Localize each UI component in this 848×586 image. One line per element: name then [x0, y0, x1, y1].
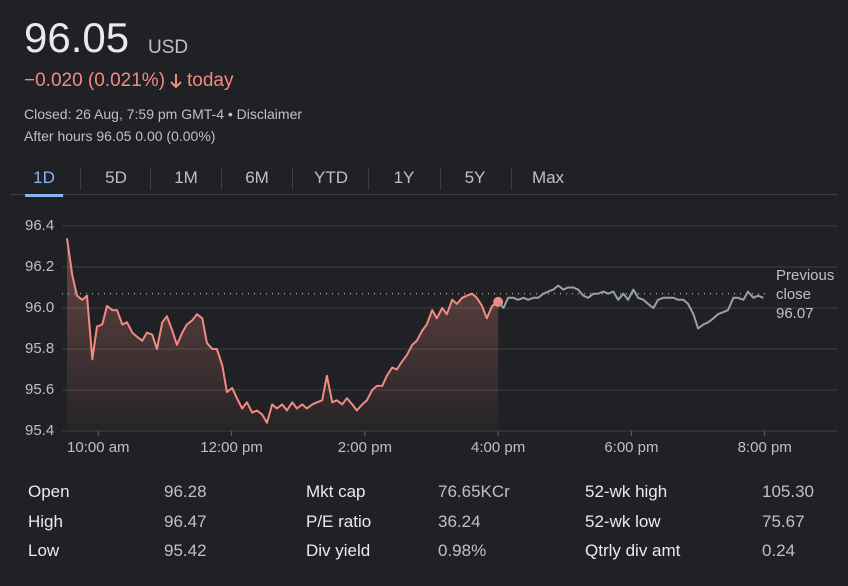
stat-value: 0.24 — [762, 541, 796, 560]
stat-value: 0.98% — [438, 541, 487, 560]
stat-label: 52-wk high — [585, 482, 668, 501]
stat-label: Mkt cap — [306, 482, 366, 501]
tab-separator — [80, 168, 81, 190]
chart: 96.4 96.2 96.0 95.8 95.6 95.4 10:00 am 12:00 pm… — [25, 217, 838, 456]
change-suffix: today — [187, 70, 234, 91]
x-tick-label: 12:00 pm — [200, 439, 263, 456]
currency: USD — [148, 37, 189, 58]
change: −0.020 (0.021%) — [24, 70, 166, 91]
stat-label: Qtrly div amt — [585, 541, 681, 560]
stat-value: 76.65KCr — [438, 482, 510, 501]
line — [497, 284, 764, 330]
y-tick-label: 95.4 — [25, 422, 54, 439]
range-tab[interactable]: Max — [531, 168, 565, 187]
range-tab[interactable]: YTD — [314, 168, 348, 187]
stat-value: 96.47 — [164, 511, 207, 531]
x-tick-label: 8:00 pm — [738, 439, 792, 456]
stat-label: Low — [28, 541, 60, 560]
tab-separator — [221, 168, 222, 190]
reference-name: Previous close — [776, 267, 835, 303]
stat-label: High — [28, 511, 63, 531]
line — [66, 238, 499, 424]
stats: Open 96.28 Mkt cap 76.65KCr 52-wk high 105.30… — [28, 482, 828, 572]
range-tab[interactable]: 5Y — [464, 168, 486, 187]
range-tab[interactable]: 1M — [174, 168, 198, 187]
area — [66, 238, 499, 431]
tab-separator — [368, 168, 369, 190]
x-tick-label: 6:00 pm — [604, 439, 658, 456]
y-tick-label: 95.6 — [25, 381, 54, 398]
reference-label: Previous close 96.07 — [776, 266, 842, 323]
after-hours: After hours 96.05 0.00 (0.00%) — [24, 128, 216, 144]
stat-value: 36.24 — [438, 511, 481, 531]
stat-label: Open — [28, 482, 70, 501]
stat-value: 96.28 — [164, 482, 207, 501]
tab-separator — [150, 168, 151, 190]
range-tab[interactable]: 1Y — [393, 168, 415, 187]
tab-separator — [440, 168, 441, 190]
range-tab[interactable]: 5D — [105, 168, 127, 187]
range-tabs: 1D 5D 1M 6M YTD 1Y 5Y Max — [10, 164, 838, 197]
reference-value: 96.07 — [776, 305, 814, 322]
range-tab[interactable]: 6M — [245, 168, 269, 187]
range-tab[interactable]: 1D — [25, 168, 63, 197]
y-tick-label: 96.4 — [25, 217, 54, 234]
stat-label: P/E ratio — [306, 511, 372, 531]
stat-value: 95.42 — [164, 541, 207, 560]
x-tick-label: 2:00 pm — [338, 439, 392, 456]
y-tick-label: 96.2 — [25, 258, 54, 275]
x-tick-label: 10:00 am — [67, 439, 130, 456]
tab-separator — [292, 168, 293, 190]
x-tick-label: 4:00 pm — [471, 439, 525, 456]
y-tick-label: 95.8 — [25, 340, 54, 357]
closed-note[interactable]: Closed: 26 Aug, 7:59 pm GMT-4 • Disclaim… — [24, 106, 303, 122]
change-row: −0.020 (0.021%) today — [24, 70, 234, 92]
stat-label: 52-wk low — [585, 511, 661, 531]
stat-value: 75.67 — [762, 511, 805, 531]
y-tick-label: 96.0 — [25, 299, 54, 316]
stat-value: 105.30 — [762, 482, 814, 501]
stat-label: Div yield — [306, 541, 371, 560]
down-arrow-icon — [170, 74, 182, 89]
price: 96.05 — [24, 14, 130, 61]
tab-separator — [511, 168, 512, 190]
